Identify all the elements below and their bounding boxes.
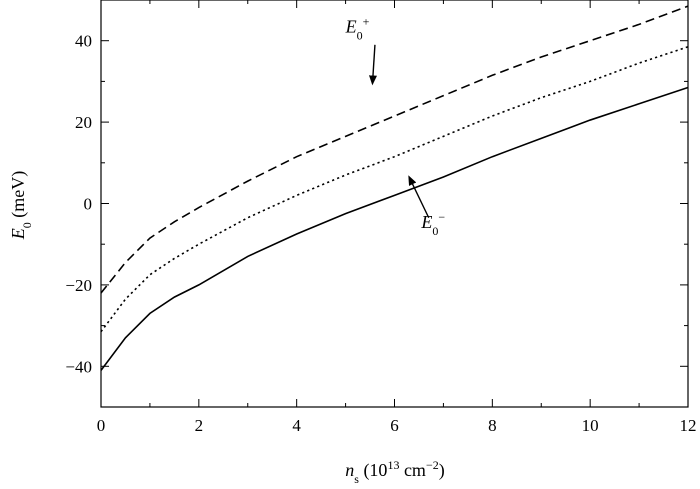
plot-frame	[100, 0, 689, 408]
y-tick-label: −20	[65, 276, 92, 295]
axis-titles: ns (1013 cm−2) E0 (meV)	[8, 171, 445, 486]
axes-layer: 0 2 4 6 8 10 12 −40 −20 0 20 40	[65, 0, 697, 435]
x-tick-label: 8	[488, 416, 497, 435]
annotation-layer: E0+ E0−	[345, 15, 446, 238]
y-tick-label: 0	[84, 195, 93, 214]
x-tick-label: 0	[97, 416, 106, 435]
y-tick-label: 40	[75, 32, 92, 51]
y-tick-label: 20	[75, 113, 92, 132]
annotation-label: E0+	[345, 15, 370, 43]
annotation-label: E0−	[420, 210, 445, 238]
series-line-E0	[100, 5, 689, 294]
annotation-arrow	[408, 175, 430, 219]
x-tick-label: 2	[195, 416, 204, 435]
series-layer	[100, 5, 689, 371]
series-line-middle	[100, 46, 689, 333]
x-tick-label: 10	[582, 416, 599, 435]
series-line-E0	[100, 86, 689, 371]
y-axis-title: E0 (meV)	[8, 171, 34, 240]
x-tick-label: 4	[292, 416, 301, 435]
x-axis-title: ns (1013 cm−2)	[345, 458, 444, 486]
x-tick-label: 6	[390, 416, 399, 435]
y-tick-label: −40	[65, 357, 92, 376]
annotation-arrow	[369, 44, 377, 86]
x-tick-label: 12	[680, 416, 697, 435]
